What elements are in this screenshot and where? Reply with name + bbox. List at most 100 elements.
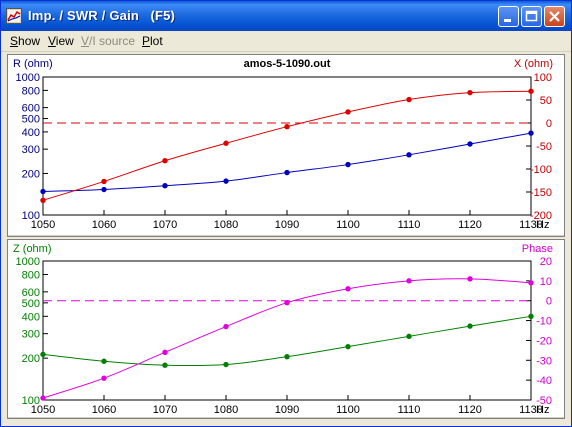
x-tick-label: 1100: [336, 219, 360, 231]
maximize-icon: [525, 10, 538, 22]
x-tick-label: 1110: [398, 219, 421, 231]
x-tick-label: 1110: [398, 404, 421, 416]
right-tick-label: 20: [540, 256, 552, 268]
x-tick-label: 1060: [92, 219, 116, 231]
x-tick-label: 1120: [458, 404, 482, 416]
data-point-magenta: [406, 278, 412, 284]
x-tick-label: 1090: [275, 219, 299, 231]
x-tick-label: 1090: [275, 404, 299, 416]
data-point-red: [101, 178, 107, 185]
data-point-green: [40, 351, 46, 358]
chart-frame: [7, 239, 565, 419]
left-tick-label: 300: [22, 329, 40, 341]
chart-title: amos-5-1090.out: [244, 58, 331, 70]
data-point-blue: [467, 141, 473, 147]
data-point-magenta: [101, 375, 107, 381]
minimize-icon: [504, 19, 511, 22]
right-tick-label: 10: [540, 276, 552, 288]
data-point-magenta: [284, 300, 290, 306]
x-tick-label: 1080: [214, 219, 238, 231]
menu-show[interactable]: Show: [10, 34, 41, 48]
data-point-green: [284, 353, 290, 360]
right-tick-label: -50: [536, 141, 552, 153]
x-unit-label: Hz: [536, 219, 549, 231]
title-bar[interactable]: Imp. / SWR / Gain (F5): [1, 1, 571, 31]
data-point-red: [284, 123, 290, 130]
left-tick-label: 400: [22, 311, 40, 323]
x-tick-label: 1080: [214, 404, 238, 416]
data-point-blue: [345, 161, 351, 168]
data-point-blue: [223, 178, 229, 184]
data-point-red: [40, 197, 46, 203]
left-tick-label: 600: [22, 287, 40, 299]
data-point-green: [406, 333, 412, 340]
menu-view[interactable]: View: [48, 34, 74, 48]
window-title: Imp. / SWR / Gain (F5): [28, 8, 176, 23]
right-tick-label: -30: [536, 355, 552, 367]
maximize-button[interactable]: [521, 6, 542, 27]
chart-app-icon[interactable]: [6, 8, 22, 24]
right-tick-label: 0: [546, 296, 552, 308]
minimize-button[interactable]: [498, 6, 519, 27]
left-tick-label: 600: [22, 103, 40, 115]
data-point-green: [528, 313, 534, 320]
close-icon: [549, 11, 560, 22]
data-point-green: [101, 358, 107, 364]
right-tick-label: -40: [536, 375, 552, 387]
left-tick-label: 500: [22, 114, 40, 126]
close-button[interactable]: [544, 6, 565, 27]
data-point-green: [223, 361, 229, 368]
phase-chart: Z (ohm) Phase1000800600500400300200100201…: [7, 239, 565, 419]
menu-plot[interactable]: Plot: [142, 34, 163, 48]
data-point-green: [467, 323, 473, 329]
data-point-blue: [101, 186, 107, 193]
data-point-red: [162, 158, 168, 164]
x-tick-label: 1130: [519, 404, 543, 416]
x-tick-label: 1070: [153, 404, 177, 416]
left-tick-label: 100: [22, 210, 40, 222]
left-tick-label: 100: [22, 395, 40, 407]
data-point-magenta: [467, 276, 473, 282]
left-tick-label: 1000: [16, 256, 40, 268]
right-tick-label: -200: [530, 210, 552, 222]
left-axis-label: Z (ohm): [13, 243, 52, 255]
right-axis-label: X (ohm): [514, 58, 553, 70]
chart-frame: [7, 54, 565, 237]
data-point-blue: [528, 130, 534, 136]
plot-area: amos-5-1090.out R (ohm) X (ohm) 1000 800 600 5…: [7, 54, 567, 422]
data-point-blue: [40, 188, 46, 195]
data-point-green: [162, 362, 168, 368]
data-point-red: [345, 109, 351, 115]
menu-bar: Show View V/I source Plot: [1, 31, 571, 52]
data-point-red: [528, 88, 534, 94]
data-point-blue: [284, 169, 290, 176]
x-unit-label: Hz: [536, 404, 549, 416]
right-tick-label: -20: [536, 335, 552, 347]
left-tick-label: 1000: [16, 72, 40, 84]
x-tick-label: 1130: [519, 219, 543, 231]
x-tick-label: 1060: [92, 404, 116, 416]
data-point-blue: [406, 152, 412, 158]
right-tick-label: 50: [540, 95, 552, 107]
right-axis-label: Phase: [522, 243, 553, 255]
left-axis-label: R (ohm): [13, 58, 53, 70]
data-point-green: [345, 343, 351, 350]
data-point-magenta: [40, 395, 46, 401]
x-tick-label: 1050: [31, 404, 55, 416]
right-tick-label: 0: [546, 118, 552, 130]
right-tick-label: -150: [530, 187, 552, 199]
right-tick-label: -100: [530, 164, 552, 176]
x-tick-label: 1070: [153, 219, 177, 231]
data-point-magenta: [223, 323, 229, 330]
data-point-red: [467, 89, 473, 96]
left-tick-label: 800: [22, 85, 40, 97]
right-tick-label: 100: [534, 72, 552, 84]
x-tick-label: 1050: [31, 219, 55, 231]
left-tick-label: 800: [22, 269, 40, 281]
left-tick-label: 200: [22, 353, 40, 365]
right-tick-label: -10: [536, 316, 552, 328]
data-point-magenta: [162, 349, 168, 356]
left-tick-label: 500: [22, 298, 40, 310]
left-tick-label: 200: [22, 168, 40, 180]
